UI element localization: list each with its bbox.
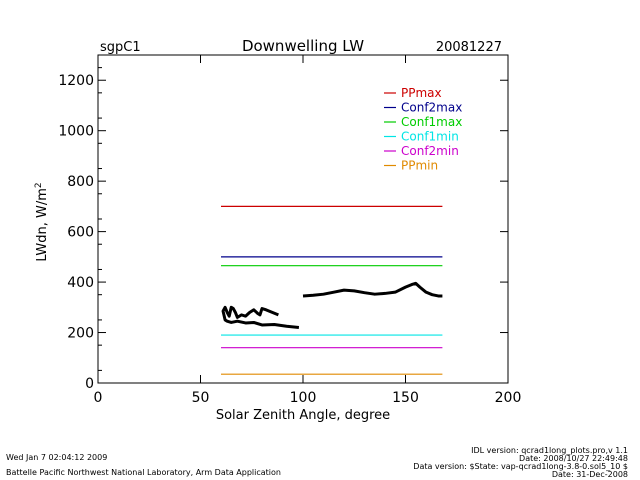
legend-label-ppmin: PPmin [401,159,438,173]
footer-right-2: Date: 2008/10/27 22:49:48 [519,454,628,463]
y-tick-label: 0 [85,376,94,392]
legend-label-conf2max: Conf2max [401,101,462,115]
y-tick-label: 1000 [58,124,94,140]
legend-label-conf1max: Conf1max [401,115,462,129]
footer-left-1: Wed Jan 7 02:04:12 2009 [6,453,107,462]
x-tick-label: 0 [94,390,103,406]
x-tick-label: 50 [192,390,210,406]
x-axis-label: Solar Zenith Angle, degree [216,408,390,423]
y-tick-label: 200 [67,326,94,342]
legend-label-ppmax: PPmax [401,86,442,100]
footer-right-3: Data version: $State: vap-qcrad1long-3.8… [413,462,628,471]
y-tick-label: 1200 [58,73,94,89]
legend: PPmaxConf2maxConf1maxConf1minConf2minPPm… [384,86,462,173]
axis-ticks: 0 50 100 150 200 0 200 400 600 800 1000 1200 [58,55,521,406]
measured-lwdn-line [302,281,443,298]
y-tick-label: 400 [67,275,94,291]
x-tick-label: 150 [392,390,419,406]
y-axis-label: LWdn, W/m2 [34,182,50,261]
y-axis-label-base: LWdn, W/m [35,188,50,262]
measured-lwdn-line [221,305,300,329]
footer-right-4: Date: 31-Dec-2008 [552,470,628,479]
y-tick-label: 800 [67,174,94,190]
legend-label-conf2min: Conf2min [401,144,459,158]
date-label: 20081227 [436,40,502,55]
footer-left-2: Battelle Pacific Northwest National Labo… [6,468,281,477]
legend-label-conf1min: Conf1min [401,130,459,144]
series-lines [221,205,443,375]
chart-title: Downwelling LW [242,37,364,55]
x-tick-label: 100 [290,390,317,406]
y-axis-label-sup: 2 [34,182,44,188]
x-tick-label: 200 [495,390,522,406]
footer-right-1: IDL version: qcrad1long_plots.pro,v 1.1 [471,446,628,455]
y-tick-label: 600 [67,225,94,241]
site-label: sgpC1 [100,40,141,55]
